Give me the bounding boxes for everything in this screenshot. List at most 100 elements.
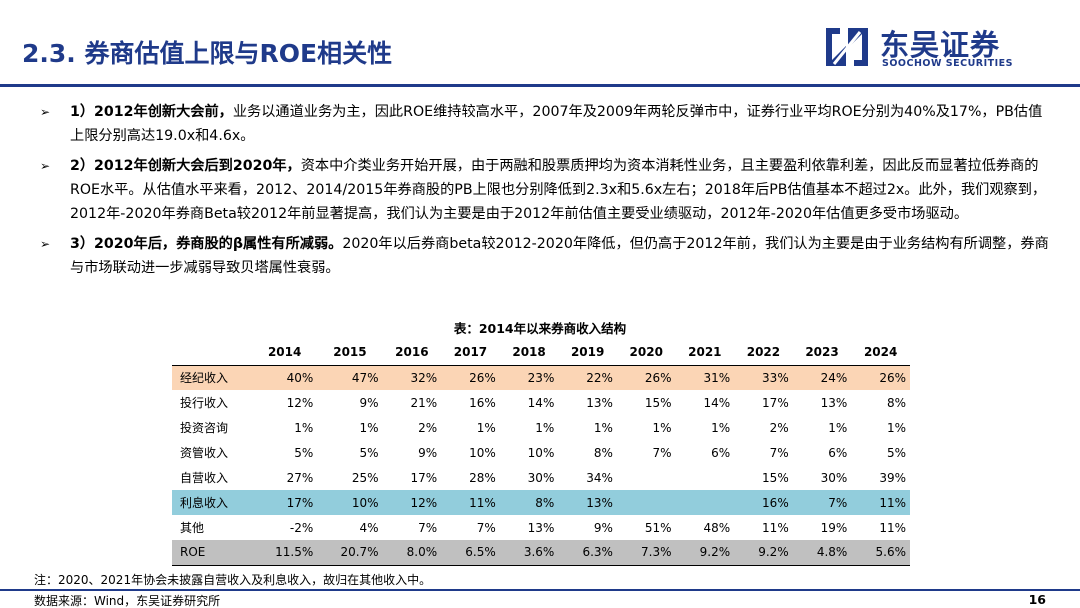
- table-cell: 51%: [644, 520, 672, 535]
- table-cell: 9%: [359, 395, 379, 410]
- table-cell: 25%: [351, 470, 379, 485]
- table-cell: 21%: [410, 395, 438, 410]
- table-cell: 11%: [879, 520, 906, 535]
- table-cell: -2%: [289, 520, 314, 535]
- bullet-heading: 3）2020年后，券商股的β属性有所减弱。: [70, 236, 343, 252]
- table-cell: 33%: [734, 365, 793, 390]
- table-cell: [617, 465, 676, 490]
- logo-english-name: SOOCHOW SECURITIES: [882, 58, 1013, 69]
- arrow-bullet-icon: ➢: [40, 159, 51, 173]
- table-cell: 11%: [762, 520, 789, 535]
- table-cell: 12%: [382, 490, 442, 515]
- table-cell: 13%: [558, 490, 617, 515]
- table-cell: 12%: [286, 395, 314, 410]
- table-cell: 17%: [410, 470, 438, 485]
- header-divider: [0, 84, 1080, 87]
- table-cell: 4%: [359, 520, 379, 535]
- table-cell: 24%: [792, 365, 852, 390]
- row-label: 自营收入: [180, 471, 229, 485]
- table-row: 资管收入 5% 5% 9% 10% 10% 8% 7% 6% 7% 6% 5%: [172, 440, 910, 465]
- bullet-text: 业务以通道业务为主，因此ROE维持较高水平，2007年及2009年两轮反弹市中，…: [70, 104, 1043, 144]
- table-cell: 11.5%: [252, 540, 318, 565]
- table-cell: 11%: [441, 490, 500, 515]
- table-cell: 14%: [703, 395, 731, 410]
- table-cell: 1%: [652, 420, 672, 435]
- table-row: 其他 -2% 4% 7% 7% 13% 9% 51% 48% 11% 19% 11%: [172, 515, 910, 540]
- table-cell: 27%: [286, 470, 314, 485]
- footer-divider: [0, 589, 1080, 591]
- table-header-row: 2014 2015 2016 2017 2018 2019 2020 2021 …: [172, 340, 910, 365]
- table-cell: 14%: [527, 395, 555, 410]
- table-cell: 1%: [593, 420, 613, 435]
- page-number: 16: [1028, 592, 1046, 607]
- table-cell: 1%: [294, 420, 314, 435]
- revenue-structure-table: 2014 2015 2016 2017 2018 2019 2020 2021 …: [172, 340, 910, 566]
- header-cell-year: 2017: [453, 345, 488, 360]
- table-note: 注：2020、2021年协会未披露自营收入及利息收入，故归在其他收入中。: [34, 573, 432, 587]
- table-cell: 7.3%: [616, 540, 676, 565]
- arrow-bullet-icon: ➢: [40, 237, 51, 251]
- table-cell: 5.6%: [851, 540, 910, 565]
- table-cell: 48%: [703, 520, 731, 535]
- bullet-heading: 1）2012年创新大会前，: [70, 104, 233, 120]
- table-cell: 47%: [317, 365, 383, 390]
- header-cell-year: 2023: [805, 345, 839, 360]
- table-row: 投资咨询 1% 1% 2% 1% 1% 1% 1% 1% 2% 1% 1%: [172, 415, 910, 440]
- table-cell: [676, 465, 735, 490]
- table-cell: 16%: [734, 490, 793, 515]
- logo-chinese-name: 东吴证券: [880, 28, 1001, 62]
- bullet-heading: 2）2012年创新大会后到2020年，: [70, 158, 301, 174]
- bullet-text: 资本中介类业务开始开展，由于两融和股票质押均为资本消耗性业务，且主要盈利依靠利差…: [70, 158, 1047, 222]
- table-cell: 40%: [252, 365, 318, 390]
- table-cell: 9%: [418, 445, 438, 460]
- table-cell: 32%: [382, 365, 442, 390]
- company-logo: 东吴证券 SOOCHOW SECURITIES: [822, 22, 1022, 74]
- table-cell: 19%: [820, 520, 848, 535]
- table-cell: 1%: [828, 420, 848, 435]
- table-cell: [616, 490, 676, 515]
- bullet-item: ➢ 3）2020年后，券商股的β属性有所减弱。2020年以后券商beta较201…: [40, 232, 1050, 280]
- table-cell: 26%: [616, 365, 676, 390]
- table-cell: 7%: [418, 520, 438, 535]
- table-cell: 26%: [441, 365, 500, 390]
- table-cell: 11%: [851, 490, 910, 515]
- table-cell: 8%: [593, 445, 613, 460]
- table-cell: 20.7%: [317, 540, 383, 565]
- row-label: 投资咨询: [180, 421, 229, 435]
- row-label: ROE: [172, 540, 252, 565]
- table-cell: 1%: [886, 420, 906, 435]
- header-cell-year: 2022: [746, 345, 781, 360]
- row-label: 资管收入: [180, 446, 229, 460]
- table-row: 投行收入 12% 9% 21% 16% 14% 13% 15% 14% 17% 13% 8%: [172, 390, 910, 415]
- table-cell: 1%: [711, 420, 731, 435]
- table-row: 利息收入 17% 10% 12% 11% 8% 13% 16% 7% 11%: [172, 490, 910, 515]
- table-cell: 1%: [476, 420, 496, 435]
- table-cell: 9%: [593, 520, 613, 535]
- bullet-text: 2020年以后券商beta较2012-2020年降低，但仍高于2012年前，我们…: [70, 236, 1049, 276]
- table-cell: 13%: [586, 395, 613, 410]
- table-cell: 13%: [820, 395, 848, 410]
- table-cell: 34%: [586, 470, 613, 485]
- header-cell-year: 2018: [512, 345, 546, 360]
- bullet-item: ➢ 2）2012年创新大会后到2020年，资本中介类业务开始开展，由于两融和股票…: [40, 154, 1050, 226]
- page-title: 2.3. 券商估值上限与ROE相关性: [22, 39, 393, 68]
- table-cell: 10%: [527, 445, 555, 460]
- table-cell: 7%: [769, 445, 789, 460]
- table-title: 表：2014年以来券商收入结构: [453, 321, 627, 336]
- table-cell: 5%: [359, 445, 379, 460]
- header-cell-year: 2020: [629, 345, 663, 360]
- table-cell: 10%: [317, 490, 383, 515]
- row-label: 其他: [180, 521, 205, 535]
- table-cell: 26%: [851, 365, 910, 390]
- table-cell: 4.8%: [792, 540, 852, 565]
- table-cell: 10%: [469, 445, 496, 460]
- table-row: 经纪收入 40% 47% 32% 26% 23% 22% 26% 31% 33% 24% 26%: [172, 365, 910, 390]
- header-cell-year: 2016: [395, 345, 429, 360]
- table-cell: 1%: [359, 420, 379, 435]
- table-row: ROE 11.5% 20.7% 8.0% 6.5% 3.6% 6.3% 7.3% 9.2% 9.2…: [172, 540, 910, 565]
- bullet-list: ➢ 1）2012年创新大会前，业务以通道业务为主，因此ROE维持较高水平，200…: [40, 100, 1050, 286]
- table-cell: 9.2%: [675, 540, 735, 565]
- table-cell: 22%: [558, 365, 617, 390]
- table-cell: 5%: [886, 445, 906, 460]
- table-row: 自营收入 27% 25% 17% 28% 30% 34% 15% 30% 39%: [172, 465, 910, 490]
